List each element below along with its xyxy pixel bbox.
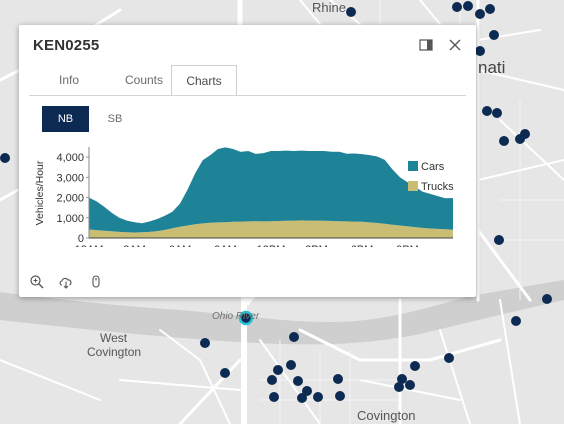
direction-nb-button[interactable]: NB: [42, 106, 89, 132]
popup-tabs: Info Counts Charts: [29, 65, 469, 96]
station-marker: [200, 338, 210, 348]
station-marker: [485, 4, 495, 14]
x-tick-label: 12PM: [257, 244, 286, 247]
station-marker: [297, 393, 307, 403]
legend-swatch-trucks: [408, 181, 418, 191]
station-marker: [475, 46, 485, 56]
station-marker: [269, 392, 279, 402]
area-cars: [89, 147, 453, 233]
station-marker: [293, 376, 303, 386]
selected-station-marker: [238, 310, 254, 326]
station-marker: [499, 136, 509, 146]
close-icon: [449, 39, 461, 51]
download-icon[interactable]: [58, 274, 74, 290]
station-marker: [405, 380, 415, 390]
dock-icon: [419, 39, 433, 51]
tab-charts[interactable]: Charts: [171, 65, 237, 96]
ohio-river: [0, 280, 564, 345]
y-tick-label: 0: [78, 233, 84, 245]
chart-y-axis-label: Vehicles/Hour: [34, 160, 46, 225]
close-button[interactable]: [446, 36, 464, 54]
zoom-in-icon[interactable]: [29, 274, 45, 290]
traffic-chart: 0 1,000 2,000 3,000 4,000 12AM 3AM 6AM 9AM 12PM 3P…: [34, 147, 454, 247]
map-label-covington: Covington: [357, 408, 416, 423]
y-tick-label: 2,000: [56, 193, 84, 205]
tab-counts[interactable]: Counts: [124, 73, 164, 87]
tabs-divider: [29, 95, 466, 96]
station-marker: [542, 294, 552, 304]
station-marker: [511, 316, 521, 326]
station-marker: [333, 374, 343, 384]
map-label-cincinnati: nati: [478, 58, 506, 77]
direction-sb-button[interactable]: SB: [107, 113, 123, 125]
station-marker: [452, 2, 462, 12]
x-tick-label: 3AM: [123, 244, 146, 247]
y-tick-label: 3,000: [56, 172, 84, 184]
station-marker: [220, 368, 230, 378]
dock-button[interactable]: [417, 36, 435, 54]
station-marker: [267, 375, 277, 385]
station-marker: [394, 382, 404, 392]
popup-pointer: [240, 296, 256, 306]
y-tick-label: 1,000: [56, 213, 84, 225]
map-label-ohio-river: Ohio River: [212, 311, 260, 322]
legend-label-cars: Cars: [421, 161, 445, 173]
x-tick-label: 12AM: [75, 244, 104, 247]
map-label-rhine: Rhine: [312, 0, 346, 15]
x-tick-label: 3PM: [305, 244, 328, 247]
station-marker: [0, 153, 10, 163]
station-marker: [346, 7, 356, 17]
station-marker: [286, 360, 296, 370]
station-marker: [482, 106, 492, 116]
station-marker: [313, 392, 323, 402]
station-marker: [289, 332, 299, 342]
station-marker: [410, 361, 420, 371]
y-tick-label: 4,000: [56, 152, 84, 164]
tab-info[interactable]: Info: [58, 73, 79, 87]
map-label-west-covington-2: Covington: [87, 345, 142, 359]
feature-popup: KEN0255 Info Counts Charts NB SB 0 1,000 2…: [19, 25, 476, 297]
station-marker: [463, 1, 473, 11]
mouse-icon[interactable]: [88, 274, 104, 290]
x-tick-label: 9AM: [214, 244, 237, 247]
station-marker: [444, 353, 454, 363]
station-marker: [494, 235, 504, 245]
station-marker: [492, 108, 502, 118]
station-marker: [475, 9, 485, 19]
x-tick-label: 6PM: [351, 244, 374, 247]
station-marker: [397, 374, 407, 384]
station-marker: [335, 391, 345, 401]
station-marker: [489, 30, 499, 40]
map-label-west-covington-1: West: [100, 331, 128, 345]
legend-label-trucks: Trucks: [421, 181, 454, 193]
x-tick-label: 6AM: [169, 244, 192, 247]
station-marker: [515, 134, 525, 144]
popup-title: KEN0255: [33, 37, 100, 54]
station-marker: [302, 386, 312, 396]
x-tick-label: 9PM: [396, 244, 419, 247]
area-trucks: [89, 220, 453, 238]
legend-swatch-cars: [408, 161, 418, 171]
station-marker: [273, 365, 283, 375]
